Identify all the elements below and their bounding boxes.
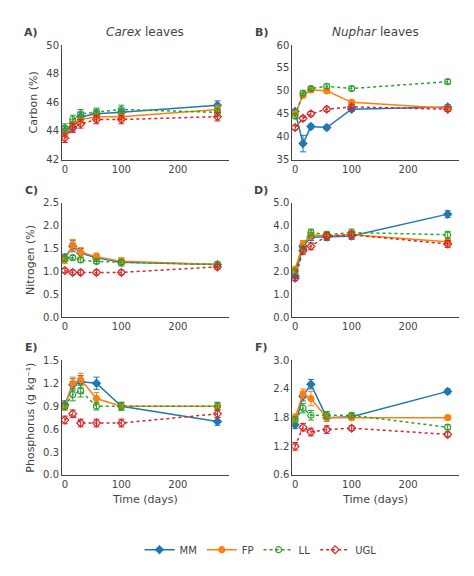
svg-text:45: 45 [277,108,290,119]
svg-text:100: 100 [112,479,131,490]
svg-text:48: 48 [46,68,59,79]
svg-text:0: 0 [62,164,68,175]
svg-text:1.0: 1.0 [273,289,289,300]
svg-text:4.0: 4.0 [273,220,289,231]
svg-text:0.3: 0.3 [43,447,59,458]
svg-text:FP: FP [242,545,254,556]
svg-text:200: 200 [399,479,418,490]
svg-text:100: 100 [342,164,361,175]
svg-text:0: 0 [292,164,298,175]
svg-text:0.0: 0.0 [43,469,59,480]
svg-text:C): C) [25,184,38,197]
svg-text:35: 35 [277,154,290,165]
svg-text:46: 46 [46,97,59,108]
svg-text:200: 200 [168,321,187,332]
svg-text:UGL: UGL [355,545,376,556]
svg-text:Carbon (%): Carbon (%) [27,71,40,133]
svg-text:44: 44 [46,125,59,136]
svg-text:0.6: 0.6 [43,424,59,435]
svg-text:50: 50 [277,85,290,96]
svg-text:200: 200 [168,164,187,175]
svg-text:1.0: 1.0 [43,266,59,277]
svg-text:200: 200 [399,164,418,175]
svg-text:D): D) [254,184,268,197]
svg-text:Phosphorus (g kg⁻¹): Phosphorus (g kg⁻¹) [24,363,37,473]
svg-text:100: 100 [112,164,131,175]
svg-text:0.9: 0.9 [43,401,59,412]
svg-text:A): A) [24,26,38,39]
svg-text:Nitrogen (%): Nitrogen (%) [24,225,37,295]
svg-text:100: 100 [342,321,361,332]
svg-text:MM: MM [180,545,197,556]
svg-text:2.0: 2.0 [273,266,289,277]
svg-text:1.2: 1.2 [43,378,59,389]
svg-text:3.0: 3.0 [273,355,289,366]
svg-text:0.0: 0.0 [273,312,289,323]
svg-text:0.6: 0.6 [273,469,289,480]
svg-text:42: 42 [46,154,59,165]
svg-text:B): B) [255,26,268,39]
svg-text:100: 100 [342,479,361,490]
svg-text:LL: LL [299,545,311,556]
svg-text:55: 55 [277,62,290,73]
svg-text:0: 0 [292,321,298,332]
svg-text:0: 0 [62,479,68,490]
svg-text:200: 200 [168,479,187,490]
svg-text:0.5: 0.5 [43,289,59,300]
svg-text:100: 100 [112,321,131,332]
svg-text:1.5: 1.5 [43,243,59,254]
svg-text:0: 0 [62,321,68,332]
svg-text:E): E) [25,341,38,354]
svg-text:Nuphar leaves: Nuphar leaves [332,25,419,39]
svg-text:3.0: 3.0 [273,243,289,254]
svg-text:Time (days): Time (days) [112,493,178,506]
svg-text:5.0: 5.0 [273,197,289,208]
svg-text:F): F) [255,341,268,354]
svg-text:1.8: 1.8 [273,412,289,423]
svg-text:Time (days): Time (days) [342,493,408,506]
svg-text:200: 200 [399,321,418,332]
svg-text:2.4: 2.4 [273,383,289,394]
svg-text:1.5: 1.5 [43,355,59,366]
svg-text:50: 50 [46,40,59,51]
svg-text:2.5: 2.5 [43,197,59,208]
svg-text:Carex leaves: Carex leaves [106,25,184,39]
svg-text:60: 60 [277,40,290,51]
svg-text:40: 40 [277,131,290,142]
svg-text:2.0: 2.0 [43,220,59,231]
svg-text:1.2: 1.2 [273,441,289,452]
svg-text:0: 0 [292,479,298,490]
svg-text:0.0: 0.0 [43,312,59,323]
